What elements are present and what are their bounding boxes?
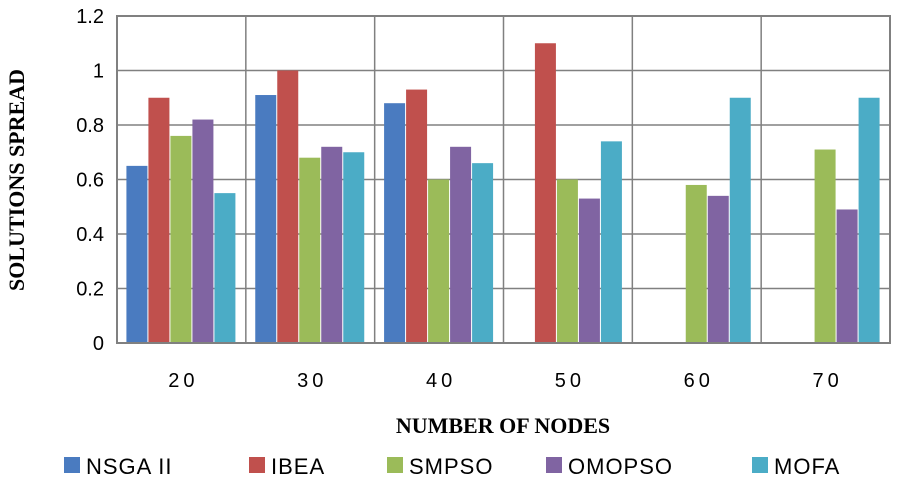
bar-omopso bbox=[450, 146, 472, 343]
y-tick-label: 0.4 bbox=[76, 224, 104, 246]
x-tick-label: 50 bbox=[555, 370, 585, 392]
y-tick-label: 0.6 bbox=[76, 170, 104, 192]
x-tick-label: 40 bbox=[426, 370, 456, 392]
legend-label: SMPSO bbox=[409, 454, 493, 479]
bar-omopso bbox=[321, 146, 343, 343]
y-tick-label: 1.2 bbox=[76, 6, 104, 28]
bar-ibea bbox=[148, 97, 170, 343]
x-tick-label: 20 bbox=[168, 370, 198, 392]
legend: NSGA II IBEA SMPSO OMOPSO MOFA bbox=[64, 454, 840, 479]
bar-mofa bbox=[214, 193, 236, 343]
bar-ibea bbox=[534, 43, 556, 343]
x-tick-label: 70 bbox=[812, 370, 842, 392]
y-axis-title: SOLUTIONS SPREAD bbox=[4, 69, 29, 291]
bar-mofa bbox=[472, 163, 494, 343]
plot-frame bbox=[116, 15, 891, 344]
bar-nsga-ii bbox=[126, 165, 148, 343]
bar-ibea bbox=[406, 89, 428, 343]
y-tick-label: 0.8 bbox=[76, 115, 104, 137]
legend-swatch bbox=[64, 457, 80, 473]
bar-mofa bbox=[343, 152, 365, 343]
bar-omopso bbox=[192, 119, 214, 343]
bar-mofa bbox=[858, 97, 880, 343]
bar-nsga-ii bbox=[255, 95, 277, 344]
y-tick-label: 1 bbox=[93, 61, 104, 83]
x-tick-label: 60 bbox=[684, 370, 714, 392]
legend-swatch bbox=[752, 457, 768, 473]
bar-omopso bbox=[836, 209, 858, 343]
bar-smpso bbox=[556, 179, 578, 343]
bar-nsga-ii bbox=[384, 103, 406, 343]
x-axis-title: NUMBER OF NODES bbox=[396, 413, 610, 438]
y-tick-label: 0 bbox=[93, 333, 104, 355]
bar-mofa bbox=[600, 141, 622, 343]
x-tick-labels: 20 30 40 50 60 70 bbox=[168, 370, 842, 392]
bar-smpso bbox=[170, 135, 192, 343]
bar-omopso bbox=[578, 198, 600, 343]
legend-label: OMOPSO bbox=[568, 454, 673, 479]
bar-mofa bbox=[729, 97, 751, 343]
legend-label: IBEA bbox=[271, 454, 325, 479]
bar-omopso bbox=[707, 195, 729, 343]
bars-group bbox=[126, 43, 880, 344]
y-tick-label: 0.2 bbox=[76, 279, 104, 301]
legend-label: MOFA bbox=[774, 454, 840, 479]
x-tick-label: 30 bbox=[297, 370, 327, 392]
y-tick-labels: 0 0.2 0.4 0.6 0.8 1 1.2 bbox=[76, 6, 104, 355]
legend-swatch bbox=[249, 457, 265, 473]
bar-smpso bbox=[299, 157, 321, 343]
bar-smpso bbox=[814, 149, 836, 343]
legend-swatch bbox=[387, 457, 403, 473]
bar-ibea bbox=[277, 70, 299, 343]
legend-swatch bbox=[546, 457, 562, 473]
bar-smpso bbox=[685, 184, 707, 343]
bar-smpso bbox=[428, 179, 450, 343]
legend-label: NSGA II bbox=[86, 454, 172, 479]
